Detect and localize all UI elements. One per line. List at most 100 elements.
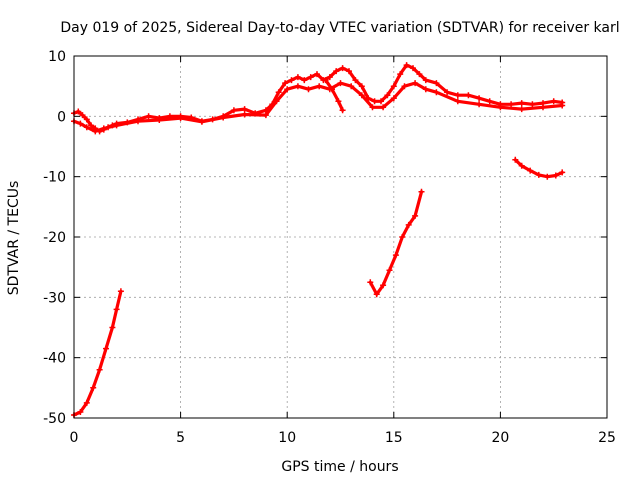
series-line-mid-rising-segment: [368, 190, 424, 296]
data-point-marker: [305, 86, 312, 93]
data-point-marker: [92, 128, 99, 135]
data-point-marker: [135, 118, 141, 125]
tick-labels-layer: 0 5 10 15 20 25 -50 -40 -30 -20 -10 0 10: [43, 49, 616, 446]
data-point-marker: [416, 71, 423, 78]
x-tick-label: 25: [598, 430, 616, 446]
data-point-marker: [518, 106, 525, 113]
data-point-marker: [433, 89, 440, 96]
data-point-marker: [241, 111, 248, 118]
ticks-layer: [73, 55, 608, 419]
data-point-marker: [145, 113, 152, 120]
data-point-marker: [220, 114, 227, 121]
data-point-marker: [399, 234, 406, 240]
data-point-marker: [559, 102, 566, 109]
data-point-marker: [156, 117, 163, 123]
data-point-marker: [422, 86, 429, 93]
data-point-marker: [241, 106, 248, 113]
x-tick-label: 5: [176, 430, 185, 446]
data-point-marker: [465, 92, 472, 99]
data-point-marker: [422, 77, 429, 84]
data-point-marker: [390, 83, 397, 90]
data-point-marker: [454, 98, 461, 105]
data-point-marker: [352, 77, 359, 84]
data-point-marker: [552, 172, 559, 179]
data-point-marker: [335, 98, 342, 105]
data-point-marker: [369, 104, 376, 111]
data-point-marker: [412, 80, 419, 87]
data-point-marker: [177, 115, 184, 122]
data-point-marker: [454, 92, 461, 99]
data-point-marker: [282, 80, 289, 87]
data-point-marker: [358, 83, 365, 90]
data-point-marker: [367, 279, 374, 286]
data-point-marker: [103, 345, 109, 352]
data-point-marker: [294, 83, 301, 90]
data-point-marker: [294, 74, 301, 81]
data-point-marker: [386, 267, 393, 274]
data-point-marker: [518, 162, 525, 169]
data-point-marker: [508, 101, 515, 108]
data-point-marker: [380, 104, 387, 111]
data-point-marker: [83, 124, 90, 131]
data-point-marker: [339, 107, 346, 114]
data-point-marker: [348, 83, 355, 90]
data-point-marker: [401, 83, 408, 90]
data-point-marker: [77, 409, 84, 415]
data-point-marker: [512, 156, 519, 163]
grid-layer: [74, 56, 607, 418]
series-line-main-trace-lower-band: [72, 81, 564, 133]
x-tick-label: 15: [385, 430, 403, 446]
chart-title: Day 019 of 2025, Sidereal Day-to-day VTE…: [60, 20, 619, 36]
data-point-marker: [316, 83, 323, 90]
y-tick-label: -40: [43, 351, 66, 367]
data-point-marker: [333, 68, 340, 75]
data-point-marker: [544, 173, 551, 180]
y-tick-label: -10: [43, 170, 66, 186]
data-point-marker: [444, 89, 451, 96]
data-point-marker: [358, 92, 365, 99]
y-tick-label: 10: [48, 49, 66, 65]
data-point-marker: [346, 68, 352, 75]
data-point-marker: [326, 74, 333, 81]
data-point-marker: [301, 77, 308, 84]
data-point-marker: [307, 74, 314, 81]
data-point-marker: [497, 104, 504, 111]
data-point-marker: [412, 212, 419, 219]
data-point-marker: [403, 62, 410, 69]
data-point-marker: [314, 71, 320, 78]
data-point-marker: [410, 65, 416, 72]
data-point-marker: [100, 125, 107, 132]
x-tick-label: 20: [491, 430, 509, 446]
data-point-marker: [540, 104, 546, 111]
data-point-marker: [373, 291, 380, 298]
data-point-marker: [380, 282, 387, 289]
data-point-marker: [559, 169, 566, 176]
data-point-marker: [529, 101, 536, 108]
data-point-marker: [77, 120, 84, 127]
data-point-marker: [284, 86, 291, 93]
data-point-marker: [433, 80, 440, 87]
data-point-marker: [329, 86, 335, 93]
data-point-marker: [113, 122, 120, 129]
data-point-marker: [378, 98, 384, 105]
data-point-marker: [527, 167, 534, 174]
data-point-marker: [550, 98, 557, 105]
data-point-marker: [109, 324, 116, 331]
data-point-marker: [390, 95, 397, 102]
data-point-marker: [83, 399, 90, 406]
series-line-spike-segment-12h: [324, 78, 345, 112]
data-point-marker: [322, 77, 329, 84]
data-point-marker: [288, 77, 295, 84]
y-tick-label: -50: [43, 411, 66, 427]
data-point-marker: [230, 107, 237, 114]
data-point-marker: [392, 252, 399, 259]
data-point-marker: [88, 122, 95, 129]
data-point-marker: [405, 221, 412, 228]
x-axis-label: GPS time / hours: [281, 459, 398, 475]
data-point-marker: [476, 95, 483, 102]
data-point-marker: [262, 112, 269, 119]
data-point-marker: [371, 98, 378, 105]
data-point-marker: [486, 98, 493, 105]
